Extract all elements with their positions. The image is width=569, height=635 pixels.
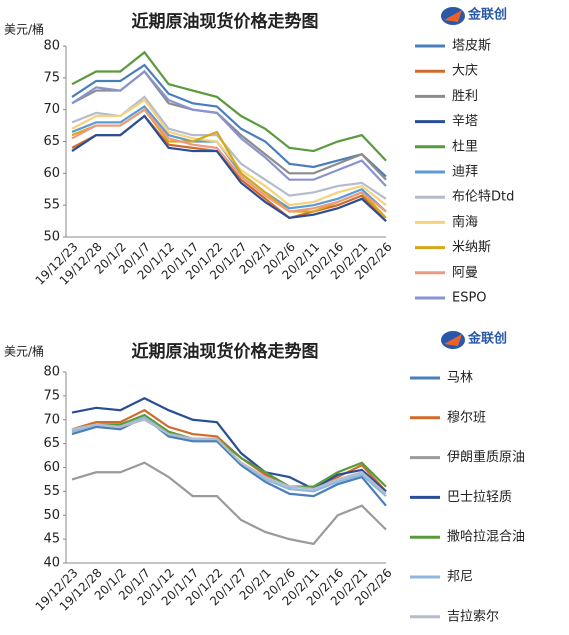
legend-label: 马林: [447, 371, 473, 386]
logo-mark: [444, 334, 462, 346]
series-line: [71, 98, 387, 207]
y-tick-label: 75: [43, 388, 60, 403]
legend-label: 杜里: [452, 139, 478, 154]
legend-label: 迪拜: [452, 165, 478, 180]
legend-label: 大庆: [452, 64, 478, 79]
series-line: [71, 108, 387, 213]
series-line: [71, 114, 387, 222]
series-line: [71, 413, 387, 488]
legend-label: 米纳斯: [452, 240, 491, 255]
y-tick-label: 55: [43, 484, 60, 499]
legend-label: 胜利: [452, 89, 478, 104]
y-tick-label: 40: [43, 556, 60, 571]
y-tick-label: 75: [43, 70, 60, 85]
y-tick-label: 60: [43, 166, 60, 181]
series-line: [71, 418, 387, 495]
logo-mark: [444, 10, 462, 22]
series-line: [71, 95, 387, 200]
legend-label: 辛塔: [452, 114, 478, 129]
y-axis-label: 美元/桶: [4, 344, 44, 359]
legend-label: 阿曼: [452, 265, 478, 280]
chart-title: 近期原油现货价格走势图: [132, 11, 319, 32]
series-line: [71, 397, 387, 493]
logo-text: 金联创: [467, 331, 507, 347]
series-line: [71, 63, 387, 178]
legend-label: 穆尔班: [447, 410, 486, 425]
y-tick-label: 80: [43, 365, 60, 380]
y-tick-label: 65: [43, 134, 60, 149]
legend-label: 巴士拉轻质: [447, 490, 512, 505]
y-tick-label: 65: [43, 436, 60, 451]
legend-label: 撒哈拉混合油: [447, 529, 525, 545]
legend-label: 邦尼: [447, 570, 473, 585]
series-line: [71, 50, 387, 162]
y-tick-label: 70: [43, 102, 60, 117]
y-axis-label: 美元/桶: [4, 22, 44, 37]
legend-label: ESPO: [452, 291, 487, 306]
legend-label: 布伦特Dtd: [452, 190, 514, 205]
y-tick-label: 45: [43, 532, 60, 547]
legend-label: 吉拉索尔: [447, 609, 499, 624]
y-tick-label: 55: [43, 198, 60, 213]
series-line: [71, 416, 387, 507]
chart-title: 近期原油现货价格走势图: [132, 341, 319, 362]
y-tick-label: 60: [43, 460, 60, 475]
series-line: [71, 461, 387, 546]
series-line: [71, 69, 387, 187]
series-line: [71, 105, 387, 213]
y-tick-label: 50: [43, 508, 60, 523]
legend-label: 伊朗重质原油: [447, 449, 525, 465]
y-tick-label: 50: [43, 230, 60, 245]
logo-text: 金联创: [467, 7, 507, 23]
y-tick-label: 70: [43, 412, 60, 427]
y-tick-label: 80: [43, 39, 60, 54]
legend-label: 塔皮斯: [452, 39, 491, 54]
legend-label: 南海: [452, 214, 478, 230]
